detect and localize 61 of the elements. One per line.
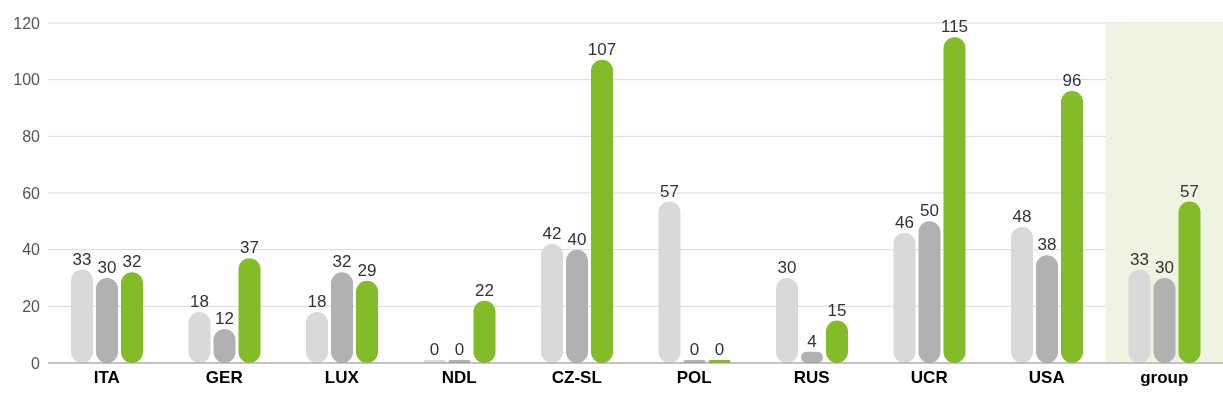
y-tick-label: 0: [31, 354, 41, 372]
x-tick-label: POL: [676, 368, 712, 388]
x-tick-label: ITA: [93, 368, 120, 388]
x-tick-label: group: [1140, 368, 1189, 388]
data-label: 50: [920, 201, 939, 221]
y-tick-label: 120: [13, 14, 41, 32]
bar: [918, 221, 941, 363]
data-label: 4: [807, 331, 817, 351]
y-tick-label: 20: [22, 298, 41, 316]
data-label: 0: [689, 340, 700, 359]
bar: [356, 280, 378, 363]
y-tick-label: 100: [13, 71, 41, 89]
x-tick-label: CZ-SL: [551, 368, 602, 388]
data-label: 12: [215, 309, 234, 328]
bar: [121, 272, 143, 363]
data-label: 22: [475, 280, 494, 300]
data-label: 46: [895, 212, 914, 232]
data-label: 30: [97, 258, 117, 277]
data-label: 32: [122, 252, 142, 272]
bar: [1061, 91, 1083, 363]
data-label: 107: [587, 39, 617, 59]
data-label: 0: [714, 340, 725, 359]
bar: [238, 258, 261, 363]
bar: [943, 37, 966, 363]
data-label: 30: [777, 258, 797, 277]
data-label: 33: [1130, 249, 1149, 269]
y-tick-label: 80: [22, 128, 41, 146]
bar: [1128, 269, 1151, 363]
data-label: 0: [454, 340, 465, 359]
data-label: 96: [1062, 71, 1082, 90]
bar: [566, 249, 588, 363]
data-label: 30: [1155, 258, 1174, 277]
bar: [591, 59, 613, 363]
data-label: 15: [827, 300, 847, 320]
data-label: 40: [567, 229, 587, 249]
data-label: 57: [660, 181, 679, 201]
x-tick-label: UCR: [910, 368, 948, 388]
data-label: 42: [542, 224, 562, 243]
x-tick-label: LUX: [324, 368, 360, 388]
data-label: 48: [1012, 207, 1032, 226]
data-label: 32: [332, 252, 352, 272]
bar: [96, 278, 118, 363]
x-tick-label: NDL: [441, 368, 477, 388]
data-label: 0: [429, 340, 440, 359]
bar: [1036, 255, 1058, 363]
y-tick-label: 40: [22, 241, 41, 259]
x-tick-label: USA: [1028, 368, 1065, 388]
data-label: 115: [940, 17, 969, 37]
bar: [331, 272, 353, 363]
data-label: 18: [307, 292, 327, 311]
bar: [1153, 278, 1176, 363]
data-label: 33: [72, 249, 92, 269]
data-label: 18: [190, 292, 209, 311]
y-tick-label: 60: [22, 184, 41, 202]
x-tick-label: RUS: [793, 368, 830, 388]
x-tick-label: GER: [205, 368, 243, 388]
data-label: 29: [357, 260, 377, 280]
data-label: 38: [1037, 235, 1057, 255]
data-label: 37: [240, 238, 259, 258]
bar: [1178, 201, 1201, 363]
data-label: 57: [1180, 181, 1199, 201]
